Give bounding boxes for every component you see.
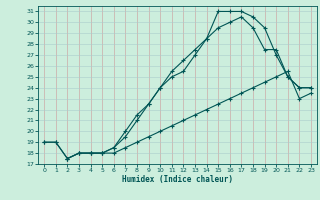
X-axis label: Humidex (Indice chaleur): Humidex (Indice chaleur) [122, 175, 233, 184]
